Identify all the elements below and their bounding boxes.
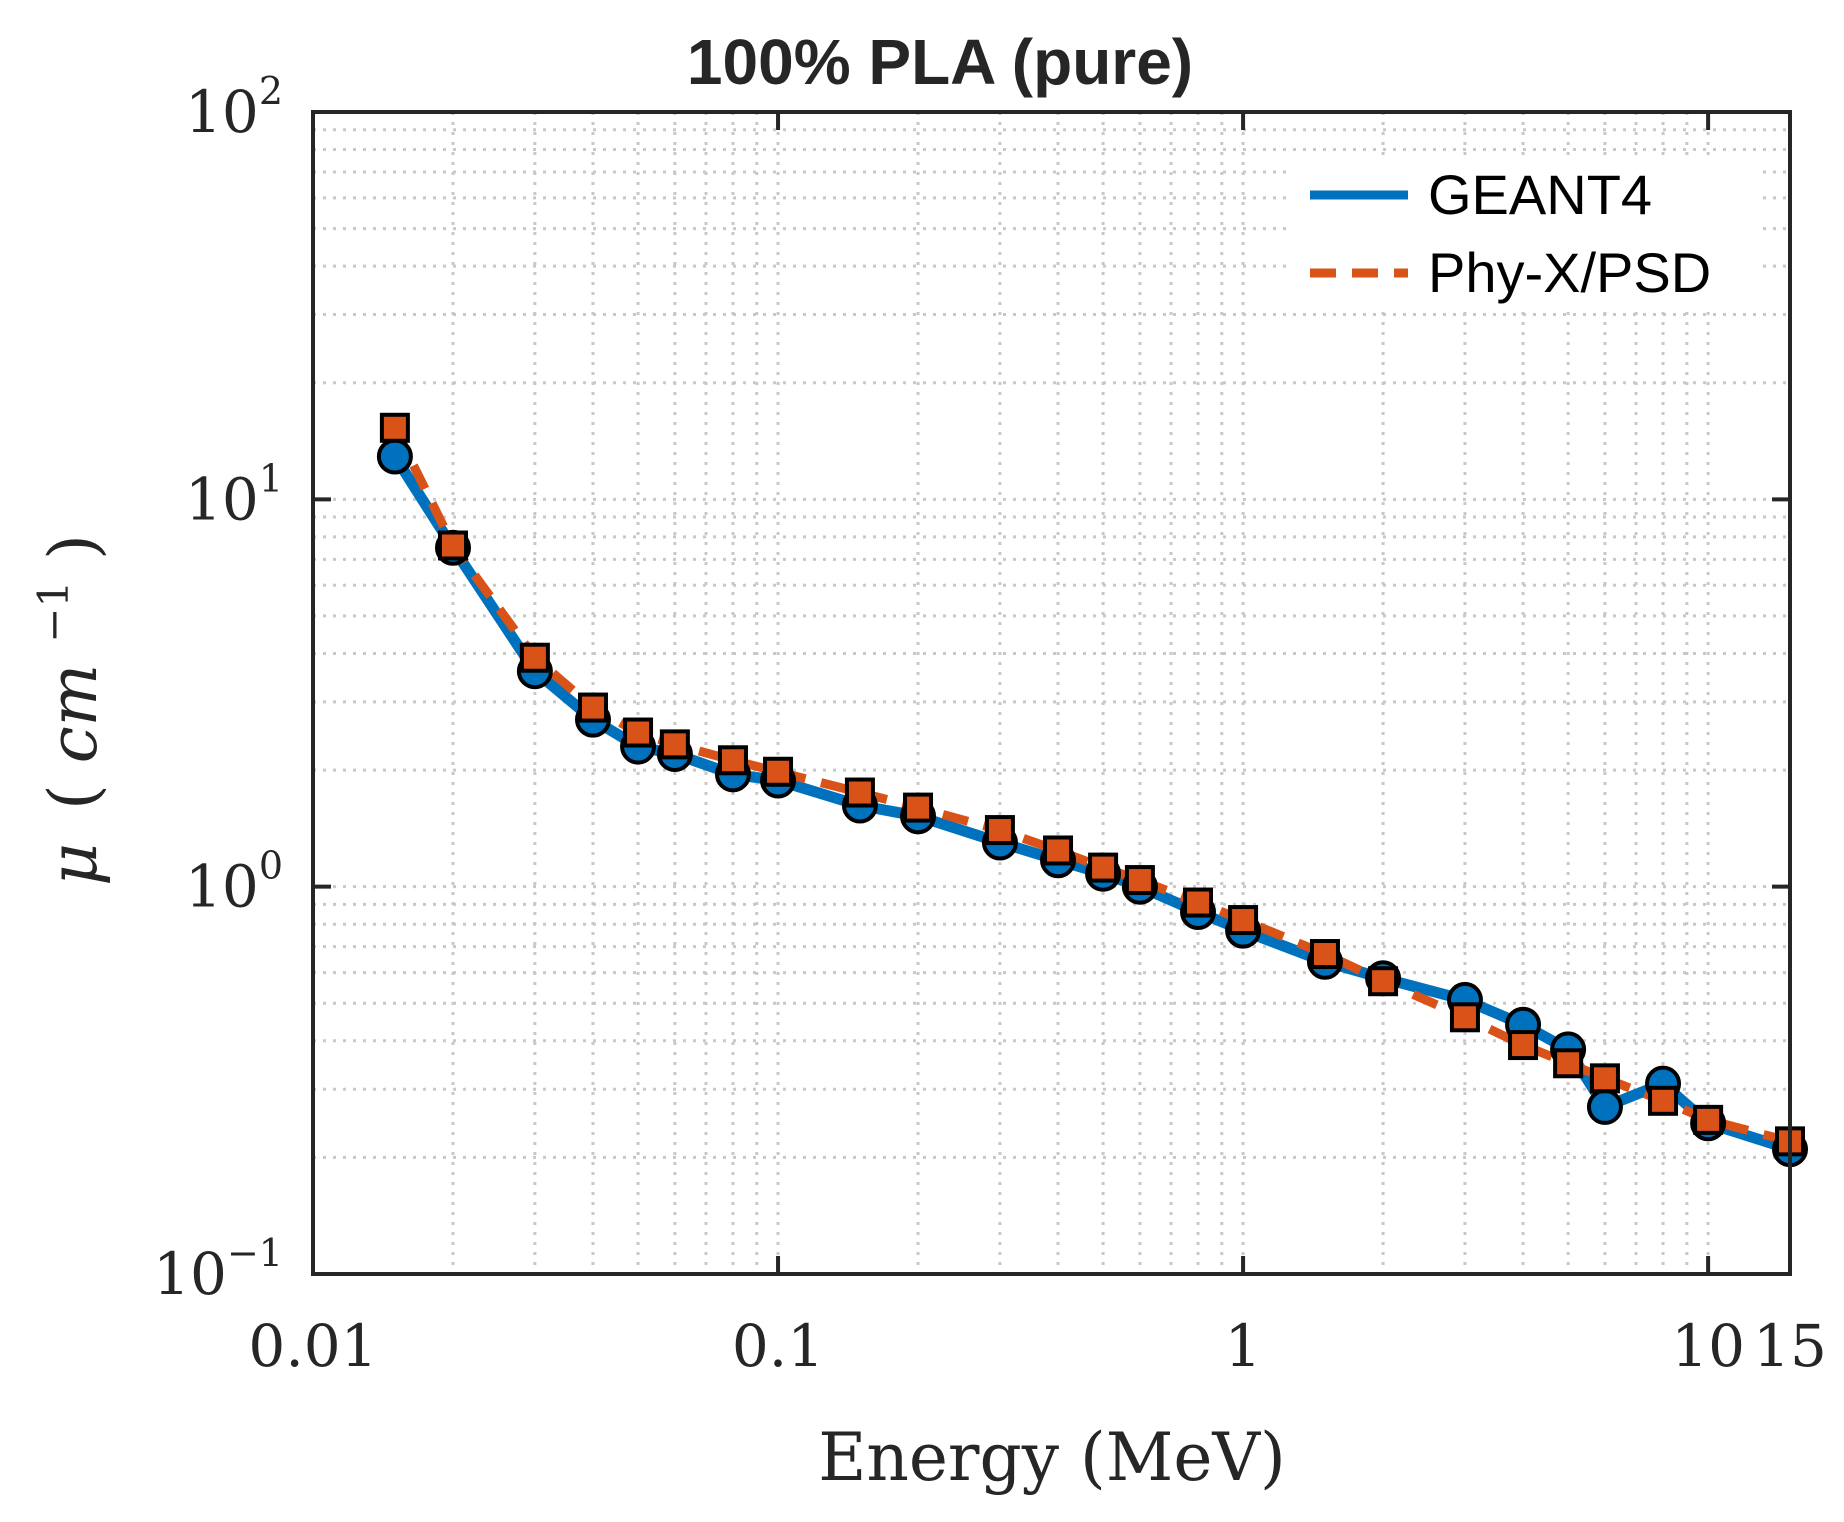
- data-point-phy-x-psd: [1228, 905, 1259, 936]
- legend-label-geant4: GEANT4: [1428, 163, 1652, 226]
- data-point-phy-x-psd: [1124, 865, 1155, 896]
- data-point-phy-x-psd: [1309, 939, 1340, 970]
- data-point-phy-x-psd: [1088, 852, 1119, 883]
- data-point-phy-x-psd: [1449, 1002, 1480, 1033]
- y-tick-label: 10−1: [153, 1231, 283, 1308]
- data-point-phy-x-psd: [437, 530, 468, 561]
- data-point-phy-x-psd: [1368, 966, 1399, 997]
- axes-frame: [311, 110, 1792, 1276]
- y-tick-label: 102: [185, 69, 283, 146]
- series-line-1: [390, 425, 1792, 1146]
- y-axis-label: μ ( cm −1 ): [7, 534, 112, 886]
- data-point-phy-x-psd: [844, 777, 875, 808]
- data-point-phy-x-psd: [1043, 835, 1074, 866]
- data-point-phy-x-psd: [984, 815, 1015, 846]
- y-tick-label: 101: [185, 456, 283, 533]
- x-tick-label: 15: [1753, 1312, 1827, 1380]
- data-point-phy-x-psd: [903, 792, 934, 823]
- legend-box: [1290, 156, 1760, 306]
- data-point-phy-x-psd: [379, 412, 410, 443]
- svg-text:μ ( cm: μ ( cm −1 ): [7, 534, 112, 886]
- data-point-phy-x-psd: [1553, 1048, 1584, 1079]
- y-label-open: (: [35, 784, 112, 810]
- x-tick-label: 0.01: [248, 1312, 377, 1380]
- x-tick-label: 10: [1671, 1312, 1745, 1380]
- tick-labels: 0.01 0.1 1 10 15 10−1 100 101 102: [153, 69, 1827, 1380]
- series-layer: [376, 412, 1808, 1168]
- data-point-phy-x-psd: [519, 642, 550, 673]
- data-point-phy-x-psd: [1693, 1104, 1724, 1135]
- y-label-symbol: μ: [35, 843, 112, 886]
- data-point-phy-x-psd: [717, 745, 748, 776]
- data-point-phy-x-psd: [1183, 887, 1214, 918]
- x-axis-label: Energy (MeV): [818, 1419, 1286, 1496]
- data-point-phy-x-psd: [623, 717, 654, 748]
- y-label-unit: cm: [35, 664, 112, 764]
- chart-title: 100% PLA (pure): [687, 26, 1193, 98]
- data-point-phy-x-psd: [577, 692, 608, 723]
- plot-frame: [311, 110, 1792, 1276]
- y-tick-label: 100: [185, 844, 283, 921]
- data-point-geant4: [1586, 1088, 1623, 1125]
- x-tick-label: 1: [1225, 1312, 1262, 1380]
- data-point-phy-x-psd: [763, 756, 794, 787]
- data-point-phy-x-psd: [1648, 1085, 1679, 1116]
- data-point-phy-x-psd: [1508, 1030, 1539, 1061]
- legend-label-phyx: Phy-X/PSD: [1428, 241, 1711, 304]
- y-label-close: ): [35, 534, 112, 560]
- data-point-phy-x-psd: [659, 729, 690, 760]
- data-point-geant4: [376, 438, 413, 475]
- x-tick-label: 0.1: [732, 1312, 824, 1380]
- legend: GEANT4 Phy-X/PSD: [1290, 156, 1760, 306]
- y-label-exponent: −1: [29, 581, 78, 643]
- data-point-phy-x-psd: [1589, 1063, 1620, 1094]
